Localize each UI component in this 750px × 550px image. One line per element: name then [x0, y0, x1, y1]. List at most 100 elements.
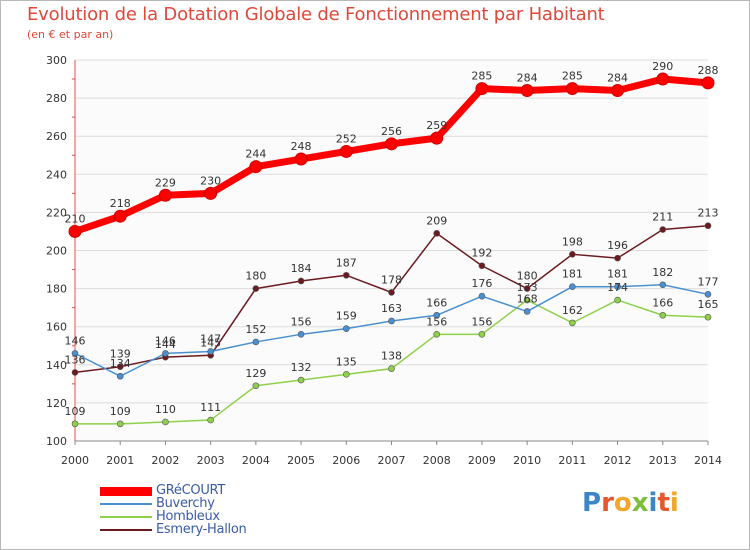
point-buverchy-2006 — [342, 325, 350, 332]
point-gr-court-2012 — [611, 83, 625, 97]
point-gr-court-2005 — [294, 152, 308, 166]
legend-swatch-esmery-hallon — [100, 529, 152, 531]
point-esmery-hallon-2000 — [71, 369, 79, 376]
value-label-esmery-hallon-2010: 180 — [517, 270, 538, 283]
y-tick-label-140: 140 — [46, 359, 67, 372]
value-label-buverchy-2007: 163 — [381, 302, 402, 315]
value-label-hombleux-2007: 138 — [381, 350, 402, 363]
point-gr-court-2007 — [385, 137, 398, 151]
value-label-buverchy-2014: 177 — [698, 275, 719, 288]
value-label-esmery-hallon-2012: 196 — [607, 239, 628, 252]
value-label-esmery-hallon-2014: 213 — [698, 207, 719, 220]
value-label-esmery-hallon-2013: 211 — [652, 211, 673, 224]
point-buverchy-2009 — [478, 292, 486, 300]
y-tick-label-120: 120 — [46, 397, 67, 410]
point-gr-court-2003 — [204, 186, 218, 200]
value-label-esmery-hallon-2004: 180 — [245, 270, 266, 283]
value-label-buverchy-2006: 159 — [336, 310, 357, 323]
value-label-buverchy-2002: 146 — [155, 334, 176, 347]
point-gr-court-2009 — [475, 82, 489, 96]
value-label-esmery-hallon-2009: 192 — [471, 247, 492, 260]
value-label-buverchy-2003: 147 — [200, 332, 221, 345]
logo-letter-4: x — [631, 488, 649, 518]
value-label-buverchy-2010: 168 — [517, 292, 538, 305]
value-label-hombleux-2005: 132 — [291, 361, 312, 374]
logo-letter-5: i — [648, 488, 658, 518]
x-tick-label-2009: 2009 — [468, 454, 496, 467]
logo-letter-1: P — [582, 488, 602, 518]
point-hombleux-2008 — [433, 331, 441, 338]
value-label-esmery-hallon-2002: 144 — [155, 338, 176, 351]
point-hombleux-2009 — [478, 331, 486, 338]
y-tick-label-160: 160 — [46, 321, 67, 334]
x-tick-label-2005: 2005 — [287, 454, 315, 467]
point-buverchy-2011 — [569, 283, 576, 290]
value-label-esmery-hallon-2005: 184 — [291, 262, 312, 275]
point-hombleux-2002 — [162, 418, 169, 426]
x-tick-label-2010: 2010 — [513, 454, 541, 467]
value-label-esmery-hallon-2001: 139 — [110, 348, 131, 361]
point-buverchy-2005 — [297, 331, 305, 338]
point-hombleux-2006 — [342, 371, 350, 378]
point-esmery-hallon-2009 — [478, 262, 486, 270]
y-tick-label-300: 300 — [46, 54, 67, 67]
point-esmery-hallon-2004 — [252, 285, 260, 292]
value-label-gr-court-2000: 210 — [65, 212, 86, 225]
point-buverchy-2001 — [116, 372, 124, 380]
point-esmery-hallon-2010 — [523, 285, 531, 292]
legend-label-esmery-hallon: Esmery-Hallon — [156, 522, 247, 537]
value-label-gr-court-2005: 248 — [291, 140, 312, 153]
value-label-hombleux-2003: 111 — [200, 401, 221, 414]
legend-label-grecourt: GRéCOURT — [156, 483, 225, 498]
point-gr-court-2006 — [339, 144, 353, 158]
x-tick-label-2004: 2004 — [242, 454, 270, 467]
y-tick-label-180: 180 — [46, 283, 67, 296]
x-tick-label-2001: 2001 — [106, 454, 134, 467]
x-tick-label-2012: 2012 — [604, 454, 632, 467]
y-tick-label-260: 260 — [46, 130, 67, 143]
y-tick-label-100: 100 — [46, 435, 67, 448]
value-label-gr-court-2003: 230 — [200, 174, 221, 187]
point-gr-court-2013 — [656, 72, 670, 86]
x-tick-label-2002: 2002 — [151, 454, 179, 467]
value-label-esmery-hallon-2008: 209 — [426, 214, 447, 227]
value-label-buverchy-2009: 176 — [471, 277, 492, 290]
chart-subtitle: (en € et par an) — [27, 28, 114, 41]
value-label-hombleux-2013: 166 — [652, 296, 673, 309]
value-label-gr-court-2009: 285 — [471, 70, 492, 83]
point-hombleux-2000 — [71, 420, 79, 428]
value-label-buverchy-2011: 181 — [562, 268, 583, 281]
x-tick-label-2014: 2014 — [694, 454, 722, 467]
point-esmery-hallon-2005 — [297, 277, 305, 285]
value-label-hombleux-2008: 156 — [426, 315, 447, 328]
value-label-gr-court-2002: 229 — [155, 176, 176, 189]
point-hombleux-2003 — [207, 416, 214, 424]
x-tick-label-2013: 2013 — [649, 454, 677, 467]
point-hombleux-2010 — [523, 296, 531, 304]
point-hombleux-2011 — [569, 319, 576, 327]
value-label-buverchy-2005: 156 — [291, 315, 312, 328]
point-gr-court-2008 — [430, 131, 444, 145]
point-hombleux-2001 — [116, 420, 124, 428]
value-label-hombleux-2000: 109 — [65, 405, 86, 418]
point-hombleux-2005 — [297, 376, 305, 384]
legend-swatch-grecourt — [100, 487, 152, 496]
x-tick-label-2007: 2007 — [378, 454, 406, 467]
legend-label-hombleux: Hombleux — [156, 509, 220, 524]
value-label-buverchy-2013: 182 — [652, 266, 673, 279]
x-tick-label-2008: 2008 — [423, 454, 451, 467]
logo-letter-2: r — [601, 488, 614, 518]
point-hombleux-2007 — [388, 365, 395, 372]
point-esmery-hallon-2006 — [342, 271, 350, 279]
value-label-gr-court-2001: 218 — [110, 197, 131, 210]
value-label-gr-court-2010: 284 — [517, 71, 538, 84]
point-buverchy-2003 — [207, 348, 214, 355]
point-gr-court-2002 — [158, 188, 172, 202]
value-label-hombleux-2010: 173 — [517, 281, 538, 294]
point-esmery-hallon-2008 — [433, 230, 441, 237]
legend-swatch-hombleux — [100, 516, 152, 518]
value-label-hombleux-2012: 174 — [607, 281, 628, 294]
value-label-gr-court-2004: 244 — [245, 148, 266, 161]
value-label-hombleux-2001: 109 — [110, 405, 131, 418]
